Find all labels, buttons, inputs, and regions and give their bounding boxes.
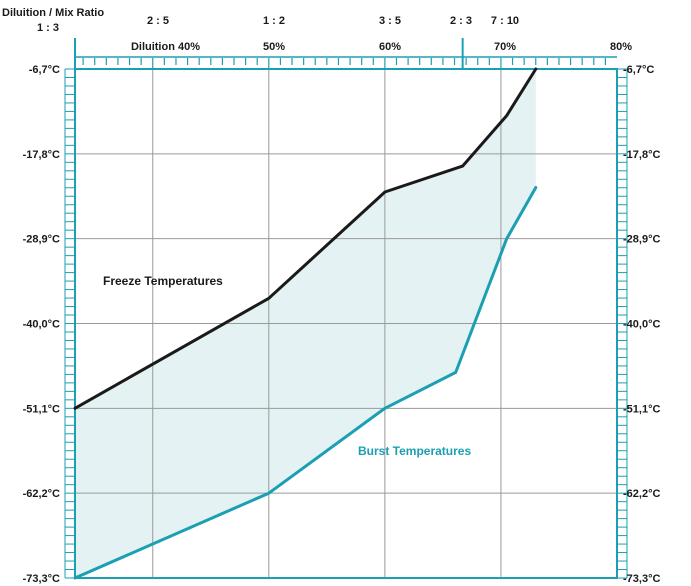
x-tick-label: 50% [263, 41, 285, 53]
y-tick-label-right: -28,9°C [623, 234, 660, 246]
mix-ratio-label: 1 : 3 [37, 22, 59, 34]
series-layer [73, 67, 538, 580]
y-tick-label-right: -73,3°C [623, 573, 660, 585]
y-tick-label-left: -40,0°C [23, 319, 60, 331]
y-tick-label-right: -51,1°C [623, 403, 660, 415]
y-tick-label-right: -62,2°C [623, 488, 660, 500]
y-tick-label-left: -51,1°C [23, 403, 60, 415]
grid-layer [75, 69, 617, 578]
mix-ratio-label: 1 : 2 [263, 15, 285, 27]
mix-ratio-label: 2 : 5 [147, 15, 169, 27]
y-tick-label-left: -73,3°C [23, 573, 60, 585]
freeze-label: Freeze Temperatures [103, 274, 223, 288]
y-tick-label-left: -17,8°C [23, 149, 60, 161]
x-tick-label: 70% [494, 41, 516, 53]
y-tick-label-left: -6,7°C [29, 64, 60, 76]
x-tick-label: 80% [610, 41, 632, 53]
chart-title: Diluition / Mix Ratio [2, 7, 104, 19]
x-tick-label: Diluition 40% [131, 41, 200, 53]
burst-label: Burst Temperatures [358, 444, 471, 458]
x-tick-label: 60% [379, 41, 401, 53]
label-layer: Diluition / Mix Ratio 1 : 3 2 : 5 1 : 2 3 : … [2, 7, 660, 585]
y-tick-label-left: -28,9°C [23, 234, 60, 246]
y-tick-label-right: -6,7°C [623, 64, 654, 76]
freeze-line [73, 67, 538, 410]
mix-ratio-label: 7 : 10 [491, 15, 519, 27]
y-tick-label-left: -62,2°C [23, 488, 60, 500]
mix-ratio-label: 3 : 5 [379, 15, 401, 27]
y-tick-label-right: -40,0°C [623, 319, 660, 331]
frame-layer [64, 38, 628, 579]
mix-ratio-label: 2 : 3 [450, 15, 472, 27]
y-tick-label-right: -17,8°C [623, 149, 660, 161]
burst-line [73, 186, 538, 580]
